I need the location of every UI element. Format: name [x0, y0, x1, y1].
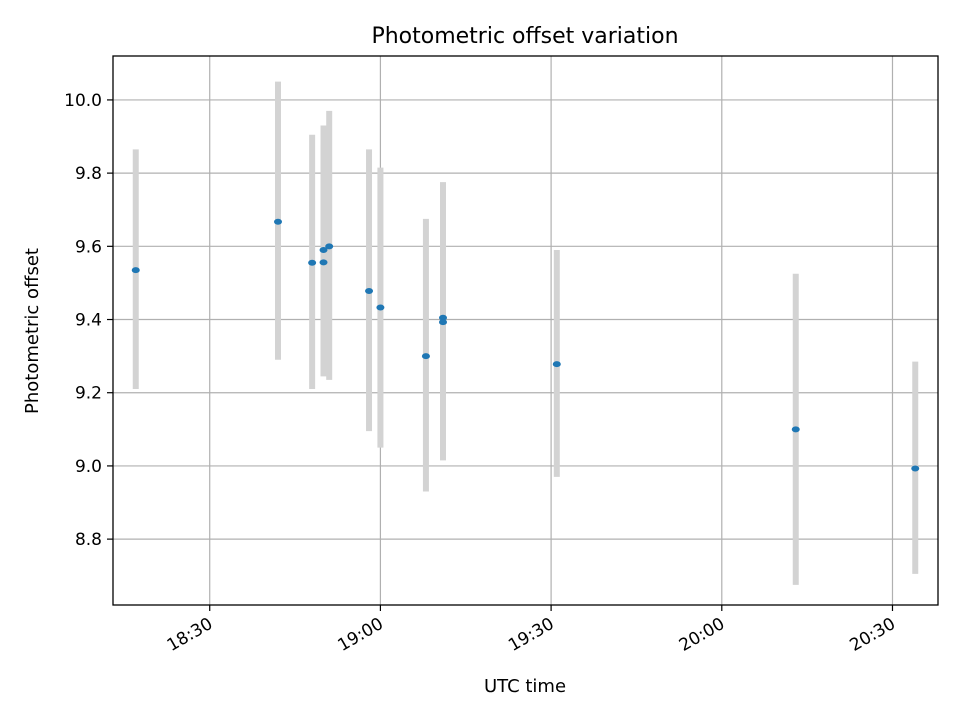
- y-tick-label: 10.0: [64, 91, 102, 111]
- data-point: [319, 246, 328, 253]
- grid: [113, 56, 938, 605]
- y-tick-label: 9.6: [75, 237, 102, 257]
- data-point: [439, 314, 447, 321]
- error-bars: [132, 81, 919, 585]
- data-point: [319, 259, 328, 266]
- data-point: [791, 426, 800, 433]
- x-axis-ticks: 18:30 19:00 19:30 20:00 20:30: [164, 605, 899, 656]
- data-point: [376, 304, 385, 311]
- data-point: [421, 353, 430, 360]
- x-tick-label: 19:00: [334, 614, 386, 656]
- data-point: [552, 361, 561, 368]
- data-point: [274, 218, 282, 225]
- x-tick-label: 19:30: [505, 614, 557, 656]
- x-tick-label: 20:30: [847, 614, 899, 656]
- plot-frame: [112, 55, 939, 606]
- y-axis-label: Photometric offset: [22, 248, 43, 414]
- x-axis-label: UTC time: [484, 676, 566, 697]
- chart-title: Photometric offset variation: [371, 24, 678, 49]
- data-point: [308, 259, 317, 266]
- y-tick-label: 9.8: [75, 164, 102, 184]
- y-tick-label: 9.0: [75, 457, 102, 477]
- y-axis-ticks: 8.8 9.0 9.2 9.4 9.6 9.8 10.0: [64, 91, 113, 550]
- y-tick-label: 9.2: [75, 384, 102, 404]
- data-point: [365, 287, 374, 294]
- data-point: [911, 465, 920, 472]
- data-point: [439, 319, 447, 326]
- y-tick-label: 9.4: [75, 311, 102, 331]
- x-tick-label: 18:30: [164, 614, 216, 656]
- y-tick-label: 8.8: [75, 530, 102, 550]
- data-point: [131, 267, 140, 274]
- data-point: [325, 243, 334, 250]
- data-points: [131, 218, 920, 472]
- x-tick-label: 20:00: [676, 614, 728, 656]
